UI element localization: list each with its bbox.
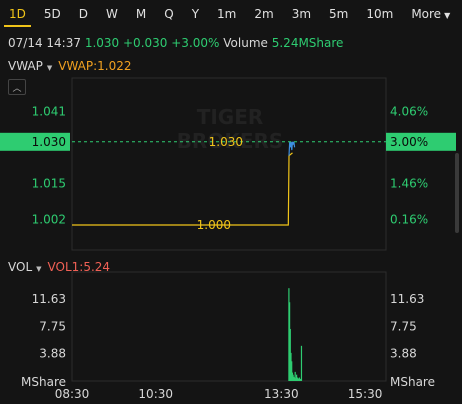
volume-bar xyxy=(289,302,291,381)
tab-2m[interactable]: 2m xyxy=(254,7,274,21)
vwap-indicator-row[interactable]: VWAP ▼ VWAP:1.022 xyxy=(8,59,132,73)
x-tick-label: 10:30 xyxy=(138,387,173,401)
scroll-handle[interactable] xyxy=(455,153,459,233)
y-tick-label: 1.015 xyxy=(32,176,66,190)
current-price-label: 1.030 xyxy=(32,135,66,149)
y-tick-label: 1.041 xyxy=(32,104,66,118)
tab-1m[interactable]: 1m xyxy=(217,7,237,21)
vwap-value: VWAP:1.022 xyxy=(58,59,132,73)
volume-bar xyxy=(291,372,293,381)
volume-bar xyxy=(294,371,296,381)
volume-bar xyxy=(295,374,298,381)
current-pct-tag xyxy=(386,132,456,151)
quote-change: +0.030 xyxy=(123,36,168,50)
tab-m[interactable]: M xyxy=(135,7,147,21)
current-pct-label: 3.00% xyxy=(390,135,428,149)
volume-bar xyxy=(291,361,293,381)
vwap-dropdown-icon[interactable]: ▼ xyxy=(46,64,53,72)
average-price-line xyxy=(72,152,293,226)
volume-bar xyxy=(290,352,292,381)
volume-value: 5.24MShare xyxy=(271,36,344,50)
volume-bar xyxy=(289,328,291,381)
annotation-low: 1.000 xyxy=(197,218,231,232)
current-price-tag xyxy=(0,132,70,151)
period-tabs: 1D 5D D W M Q Y 1m 2m 3m 5m 10m More ▼ xyxy=(0,0,462,28)
volume-label: Volume xyxy=(223,36,268,50)
tab-y[interactable]: Y xyxy=(191,7,200,21)
tab-5m[interactable]: 5m xyxy=(329,7,349,21)
vol-tick-label: 11.63 xyxy=(32,292,66,306)
y2-tick-label: 0.16% xyxy=(390,212,428,226)
vol-axis-unit: MShare xyxy=(21,375,66,389)
more-label[interactable]: More xyxy=(411,7,442,21)
vol-label[interactable]: VOL xyxy=(8,260,33,274)
price-pane-frame xyxy=(71,77,387,251)
quote-datetime: 07/14 14:37 xyxy=(8,36,81,50)
y2-tick-label: 4.06% xyxy=(390,104,428,118)
annotation-high: 1.030 xyxy=(209,135,243,149)
volume-bar xyxy=(297,378,299,381)
tab-5d[interactable]: 5D xyxy=(43,7,61,21)
vol1-value: VOL1:5.24 xyxy=(47,260,111,274)
vol-tick-label: 3.88 xyxy=(39,347,66,361)
tab-d[interactable]: D xyxy=(78,7,88,21)
vol2-tick-label: 11.63 xyxy=(390,292,424,306)
y2-tick-label: 1.46% xyxy=(390,176,428,190)
x-tick-label: 15:30 xyxy=(348,387,383,401)
watermark-text: TIGER xyxy=(197,105,264,129)
tab-1d[interactable]: 1D xyxy=(0,7,35,27)
quote-info: 07/14 14:37 1.030 +0.030 +3.00% Volume 5… xyxy=(8,36,343,50)
tab-w[interactable]: W xyxy=(106,7,118,21)
volume-pane-frame xyxy=(71,271,387,382)
volume-bar xyxy=(292,374,294,381)
quote-pct: +3.00% xyxy=(171,36,220,50)
vol-tick-label: 7.75 xyxy=(39,320,66,334)
tab-10m[interactable]: 10m xyxy=(366,7,394,21)
vol-dropdown-icon[interactable]: ▼ xyxy=(36,265,42,273)
quote-price: 1.030 xyxy=(84,36,120,50)
vol2-tick-label: 7.75 xyxy=(390,320,417,334)
x-tick-label: 08:30 xyxy=(55,387,90,401)
chevron-down-icon[interactable]: ▼ xyxy=(444,11,451,20)
collapse-chevron-icon[interactable]: ︿ xyxy=(8,79,26,95)
volume-bar xyxy=(300,378,302,381)
tab-3m[interactable]: 3m xyxy=(291,7,312,21)
x-tick-label: 13:30 xyxy=(264,387,299,401)
volume-bar xyxy=(293,376,295,381)
volume-bar xyxy=(298,377,300,381)
y-tick-label: 1.002 xyxy=(32,212,66,226)
more-menu[interactable]: More ▼ xyxy=(402,7,459,21)
volume-bar xyxy=(295,378,297,381)
volume-bar xyxy=(288,288,290,381)
tab-q[interactable]: Q xyxy=(164,7,174,21)
vwap-label[interactable]: VWAP xyxy=(8,59,43,73)
watermark-text: BROKERS xyxy=(177,129,284,153)
vol2-tick-label: 3.88 xyxy=(390,347,417,361)
volume-bar xyxy=(299,378,301,381)
volume-bar xyxy=(293,377,296,381)
volume-bar xyxy=(300,345,303,381)
volume-bar xyxy=(296,377,298,381)
vol2-axis-unit: MShare xyxy=(390,375,435,389)
price-line xyxy=(288,141,296,156)
vol-indicator-row[interactable]: VOL ▼ VOL1:5.24 xyxy=(8,260,110,274)
volume-bar xyxy=(298,378,300,381)
